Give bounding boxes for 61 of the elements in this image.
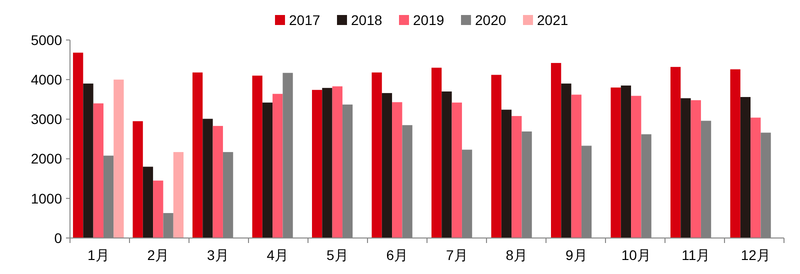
y-tick-label: 3000 bbox=[30, 111, 62, 128]
legend-label: 2017 bbox=[289, 12, 320, 28]
bar bbox=[132, 121, 143, 238]
x-tick-label: 11月 bbox=[682, 247, 710, 263]
x-tick-label: 7月 bbox=[446, 247, 468, 263]
bar bbox=[173, 152, 184, 238]
x-tick-label: 6月 bbox=[386, 247, 408, 263]
x-tick-label: 8月 bbox=[506, 247, 528, 263]
x-tick-label: 3月 bbox=[206, 247, 229, 263]
bar bbox=[93, 103, 104, 238]
bar bbox=[670, 66, 681, 238]
bar bbox=[740, 97, 751, 238]
legend-label: 2019 bbox=[413, 12, 444, 28]
x-tick-label: 9月 bbox=[565, 247, 588, 263]
bar bbox=[690, 100, 701, 238]
x-tick-label: 1月 bbox=[87, 247, 110, 263]
bar bbox=[512, 116, 522, 238]
bar bbox=[262, 102, 273, 238]
bar bbox=[212, 126, 223, 238]
bar bbox=[620, 86, 632, 238]
bar bbox=[501, 110, 512, 238]
bar bbox=[571, 94, 582, 238]
bar bbox=[491, 74, 502, 238]
bar bbox=[750, 118, 761, 238]
y-tick-label: 0 bbox=[54, 230, 62, 246]
y-tick-label: 4000 bbox=[30, 72, 62, 88]
bar bbox=[153, 180, 164, 238]
bar bbox=[452, 102, 462, 238]
legend-label: 2020 bbox=[475, 12, 506, 28]
bar bbox=[730, 69, 740, 238]
bar bbox=[382, 93, 392, 238]
legend-label: 2021 bbox=[537, 12, 568, 28]
x-tick-label: 4月 bbox=[266, 247, 289, 263]
bar bbox=[142, 166, 154, 238]
bar bbox=[550, 62, 562, 238]
bar bbox=[202, 118, 213, 238]
y-tick-label: 5000 bbox=[30, 32, 62, 48]
bar bbox=[631, 96, 642, 238]
bar bbox=[72, 52, 84, 238]
bar bbox=[192, 72, 203, 238]
x-tick-label: 2月 bbox=[147, 247, 170, 263]
bar bbox=[372, 72, 382, 238]
bar bbox=[680, 98, 691, 238]
x-tick-label: 10月 bbox=[621, 247, 651, 263]
bar bbox=[610, 88, 621, 238]
bar bbox=[83, 84, 94, 238]
bar bbox=[272, 94, 283, 238]
bar bbox=[431, 68, 442, 238]
x-tick-label: 12月 bbox=[740, 247, 770, 263]
legend-label: 2018 bbox=[351, 12, 382, 28]
x-tick-label: 5月 bbox=[326, 247, 348, 263]
bar bbox=[322, 88, 332, 238]
bar bbox=[392, 102, 402, 238]
bar bbox=[114, 80, 124, 238]
y-tick-label: 2000 bbox=[30, 150, 62, 167]
y-tick-label: 1000 bbox=[30, 190, 62, 206]
bar bbox=[332, 86, 342, 238]
bar bbox=[561, 84, 572, 238]
bar bbox=[252, 76, 262, 238]
bar bbox=[312, 90, 322, 238]
bar bbox=[442, 91, 452, 238]
